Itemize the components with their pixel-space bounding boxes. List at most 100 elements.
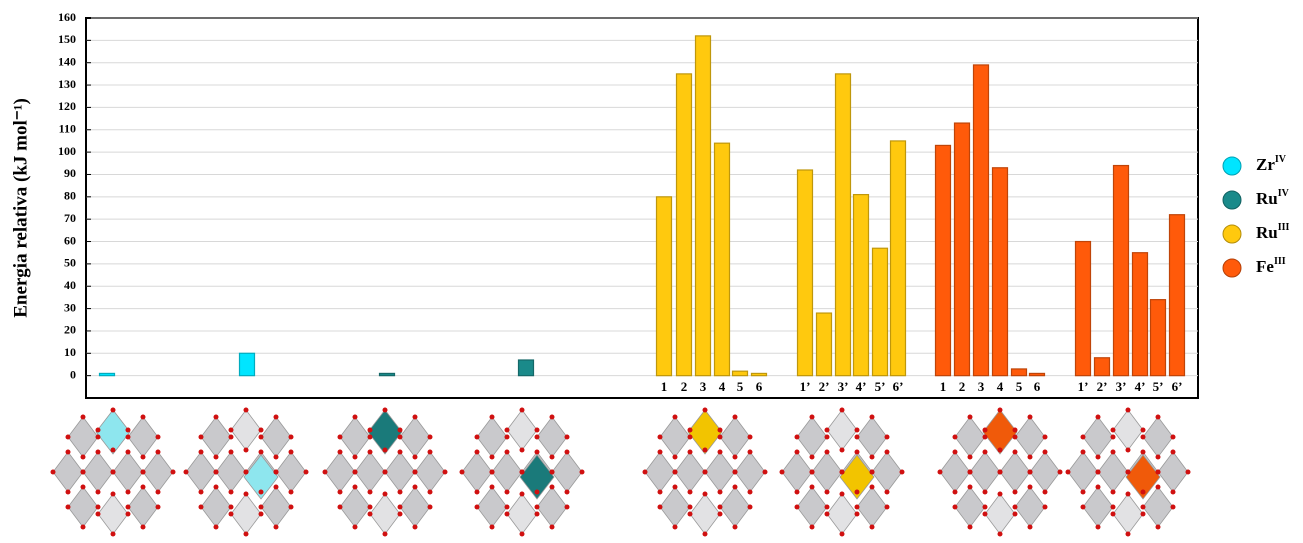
oxygen-atom [1156, 415, 1161, 420]
oxygen-atom [475, 490, 480, 495]
legend-marker [1223, 225, 1241, 243]
oxygen-atom [810, 455, 815, 460]
oxygen-atom [353, 455, 358, 460]
oxygen-atom [184, 470, 189, 475]
oxygen-atom [96, 435, 101, 440]
oxygen-atom [718, 450, 723, 455]
polyhedron [985, 494, 1015, 534]
oxygen-atom [126, 490, 131, 495]
oxygen-atom [141, 485, 146, 490]
legend-label: RuIV [1256, 188, 1290, 208]
x-tick-label: 6 [1034, 379, 1041, 394]
bar [1170, 215, 1185, 376]
oxygen-atom [703, 470, 708, 475]
y-tick-label: 40 [64, 278, 76, 292]
oxygen-atom [1028, 470, 1033, 475]
bar [955, 123, 970, 376]
oxygen-atom [658, 505, 663, 510]
bar [1151, 300, 1166, 376]
bar [752, 373, 767, 375]
oxygen-atom [338, 450, 343, 455]
oxygen-atom [885, 450, 890, 455]
oxygen-atom [413, 525, 418, 530]
polyhedron [83, 452, 113, 492]
oxygen-atom [565, 505, 570, 510]
polyhedron [477, 417, 507, 457]
polyhedron [261, 417, 291, 457]
legend-sup: IV [1278, 188, 1290, 199]
oxygen-atom [199, 435, 204, 440]
x-tick-label: 5 [1016, 379, 1023, 394]
oxygen-atom [1043, 435, 1048, 440]
x-tick-label: 5 [737, 379, 744, 394]
oxygen-atom [1126, 470, 1131, 475]
y-tick-label: 60 [64, 233, 76, 247]
oxygen-atom [475, 435, 480, 440]
legend-name: Zr [1256, 155, 1275, 174]
oxygen-atom [1186, 470, 1191, 475]
oxygen-atom [490, 525, 495, 530]
oxygen-atom [383, 492, 388, 497]
polyhedron [492, 452, 522, 492]
oxygen-atom [398, 490, 403, 495]
oxygen-atom [748, 435, 753, 440]
oxygen-atom [156, 450, 161, 455]
polyhedron [720, 487, 750, 527]
bar [936, 145, 951, 375]
bar [100, 373, 115, 375]
oxygen-atom [825, 450, 830, 455]
oxygen-atom [81, 455, 86, 460]
oxygen-atom [1111, 490, 1116, 495]
oxygen-atom [214, 485, 219, 490]
polyhedron [797, 417, 827, 457]
oxygen-atom [580, 470, 585, 475]
polyhedron [1083, 487, 1113, 527]
polyhedron [1068, 452, 1098, 492]
oxygen-atom [81, 415, 86, 420]
polyhedron [201, 487, 231, 527]
oxygen-atom [126, 428, 131, 433]
oxygen-atom [1141, 435, 1146, 440]
oxygen-atom [353, 525, 358, 530]
oxygen-atom [855, 505, 860, 510]
oxygen-atom [550, 485, 555, 490]
oxygen-atom [998, 448, 1003, 453]
oxygen-atom [1013, 435, 1018, 440]
oxygen-atom [535, 435, 540, 440]
oxygen-atom [983, 490, 988, 495]
oxygen-atom [383, 408, 388, 413]
oxygen-atom [718, 505, 723, 510]
oxygen-atom [66, 450, 71, 455]
oxygen-atom [96, 505, 101, 510]
oxygen-atom [259, 490, 264, 495]
oxygen-atom [1171, 505, 1176, 510]
oxygen-atom [66, 490, 71, 495]
bar [519, 360, 534, 376]
oxygen-atom [398, 512, 403, 517]
polyhedron [201, 417, 231, 457]
bar [733, 371, 748, 375]
oxygen-atom [885, 435, 890, 440]
y-tick-label: 90 [64, 166, 76, 180]
oxygen-atom [1111, 450, 1116, 455]
oxygen-atom [953, 450, 958, 455]
polyhedron [660, 487, 690, 527]
x-tick-label: 2’ [1097, 379, 1108, 394]
polyhedron [340, 417, 370, 457]
oxygen-atom [535, 512, 540, 517]
x-tick-label: 1’ [1078, 379, 1089, 394]
polyhedron [400, 487, 430, 527]
oxygen-atom [855, 450, 860, 455]
oxygen-atom [1013, 505, 1018, 510]
polyhedron [216, 452, 246, 492]
polyhedron [552, 452, 582, 492]
oxygen-atom [81, 470, 86, 475]
y-tick-label: 120 [58, 99, 76, 113]
oxygen-atom [353, 485, 358, 490]
legend-name: Ru [1256, 223, 1278, 242]
oxygen-atom [1081, 450, 1086, 455]
oxygen-atom [289, 505, 294, 510]
oxygen-atom [565, 450, 570, 455]
oxygen-atom [199, 490, 204, 495]
legend-name: Ru [1256, 189, 1278, 208]
